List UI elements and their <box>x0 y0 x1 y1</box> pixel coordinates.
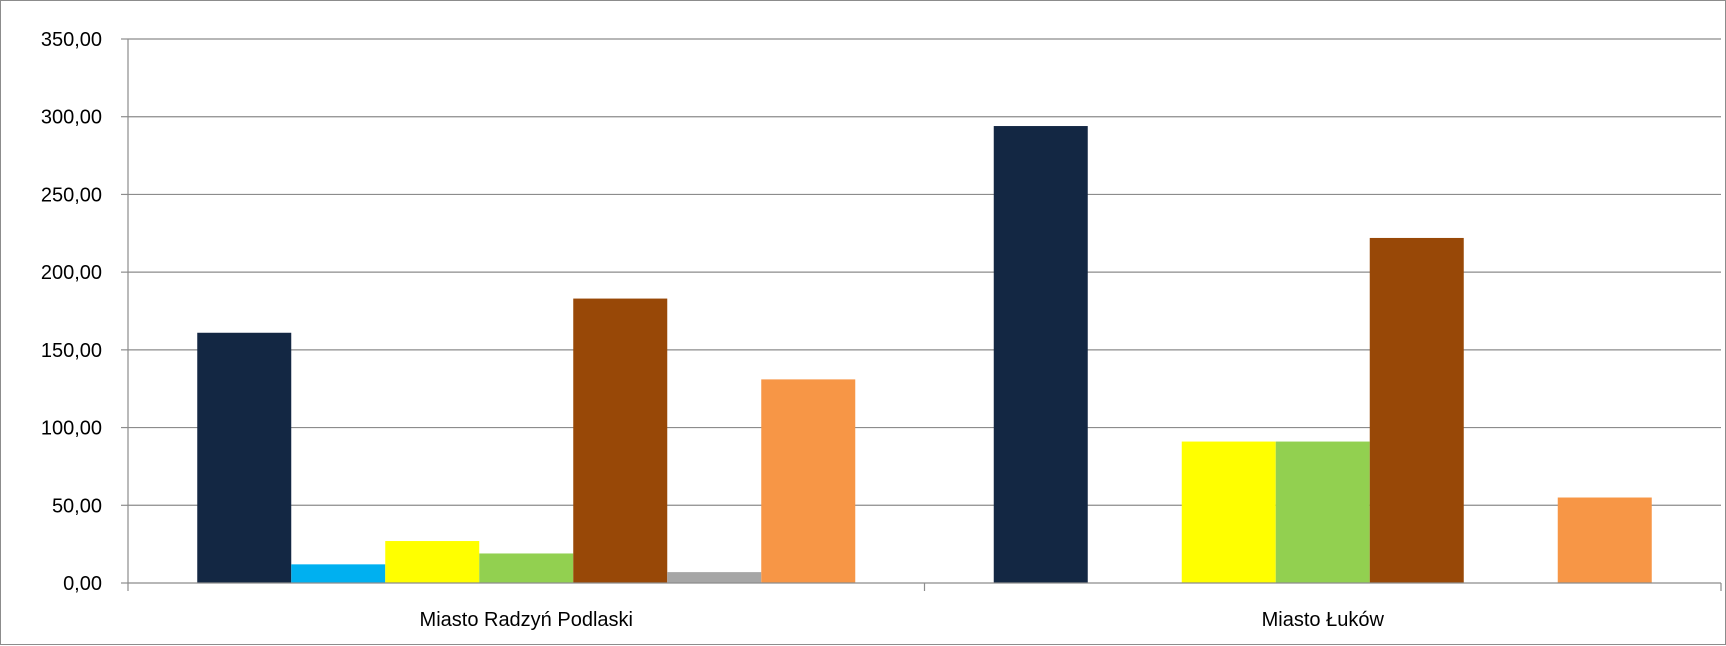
y-tick-label: 300,00 <box>41 107 102 129</box>
y-tick-label: 250,00 <box>41 184 102 206</box>
axis-labels: 0,00 50,00 100,00 150,00 200,00 250,00 300,00 3… <box>41 29 1385 631</box>
bar <box>1369 237 1464 583</box>
bar <box>291 564 386 583</box>
bar <box>1181 441 1276 583</box>
x-category-label: Miasto Łuków <box>1262 609 1385 631</box>
bar <box>761 379 856 583</box>
y-tick-label: 150,00 <box>41 340 102 362</box>
y-tick-label: 350,00 <box>41 29 102 51</box>
y-tick-label: 100,00 <box>41 418 102 440</box>
y-tick-label: 50,00 <box>52 495 102 517</box>
bar <box>197 332 292 583</box>
y-tick-label: 200,00 <box>41 262 102 284</box>
bars <box>197 126 1652 583</box>
gridlines <box>128 38 1721 506</box>
bar <box>385 541 480 583</box>
bar <box>1557 497 1652 583</box>
bar <box>993 126 1088 583</box>
bar <box>479 553 574 583</box>
bar <box>573 298 668 583</box>
x-category-label: Miasto Radzyń Podlaski <box>420 609 633 631</box>
bar <box>1275 441 1370 583</box>
bar <box>667 572 762 583</box>
y-tick-label: 0,00 <box>63 573 102 595</box>
axes <box>121 38 1722 591</box>
